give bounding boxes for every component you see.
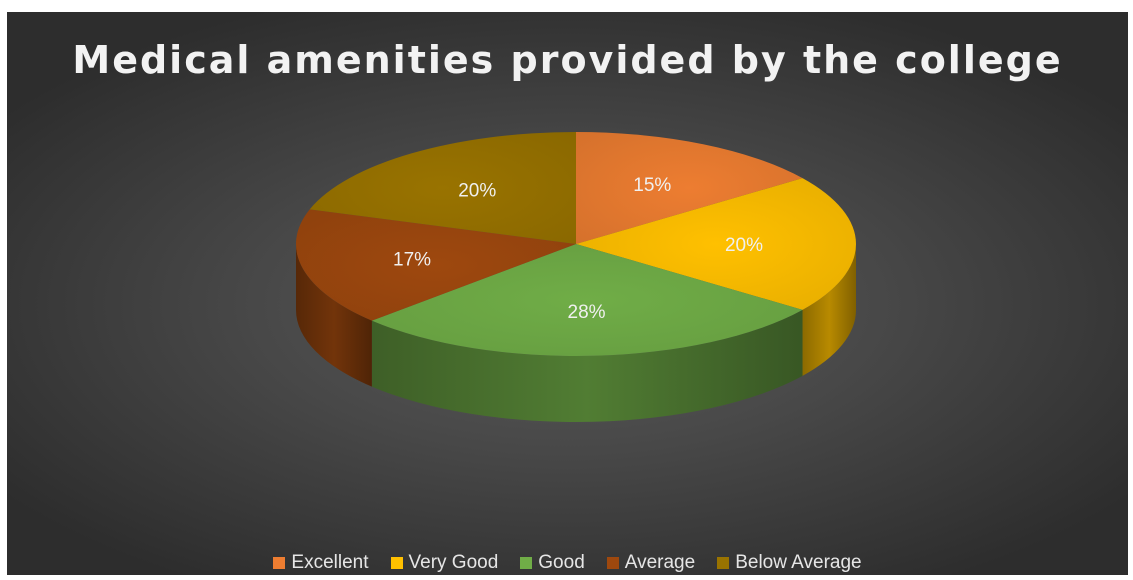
pie-slice-below-average <box>309 132 576 244</box>
legend-swatch <box>520 557 533 569</box>
legend-label: Average <box>624 552 696 573</box>
data-label-good: 28% <box>568 302 606 323</box>
legend-item-average: Average <box>606 552 696 574</box>
legend-item-good: Good <box>520 552 585 574</box>
legend-item-excellent: Excellent <box>273 552 369 574</box>
legend-item-below-average: Below Average <box>717 552 862 574</box>
legend-item-very-good: Very Good <box>390 552 499 574</box>
legend-label: Below Average <box>735 552 862 573</box>
data-label-average: 17% <box>393 250 431 271</box>
chart-legend: Excellent Very Good Good Average Below Avera… <box>7 552 1128 574</box>
pie-chart: 15% 20% 28% 17% 20% <box>296 132 857 423</box>
legend-label: Excellent <box>291 552 369 573</box>
legend-swatch <box>606 557 619 569</box>
data-label-very-good: 20% <box>725 235 763 256</box>
pie-top-faces <box>296 132 857 356</box>
pie-slice-excellent <box>576 132 803 244</box>
chart-title: Medical amenities provided by the colleg… <box>72 38 1063 82</box>
legend-swatch <box>390 557 403 569</box>
pie-data-labels: 15% 20% 28% 17% 20% <box>393 175 763 323</box>
pie-side-good <box>371 309 803 423</box>
chart-area: Medical amenities provided by the colleg… <box>7 12 1128 575</box>
legend-swatch <box>273 557 286 569</box>
legend-label: Very Good <box>408 552 499 573</box>
pie-side-walls <box>296 244 856 423</box>
pie-slice-average <box>296 209 576 321</box>
legend-label: Good <box>538 552 585 573</box>
pie-side-very-good <box>802 244 856 376</box>
data-label-excellent: 15% <box>633 175 671 196</box>
pie-side-average <box>296 244 372 387</box>
pie-slice-very-good <box>576 178 857 310</box>
legend-swatch <box>717 557 730 569</box>
data-label-below-average: 20% <box>458 181 496 202</box>
pie-slice-good <box>371 244 803 356</box>
